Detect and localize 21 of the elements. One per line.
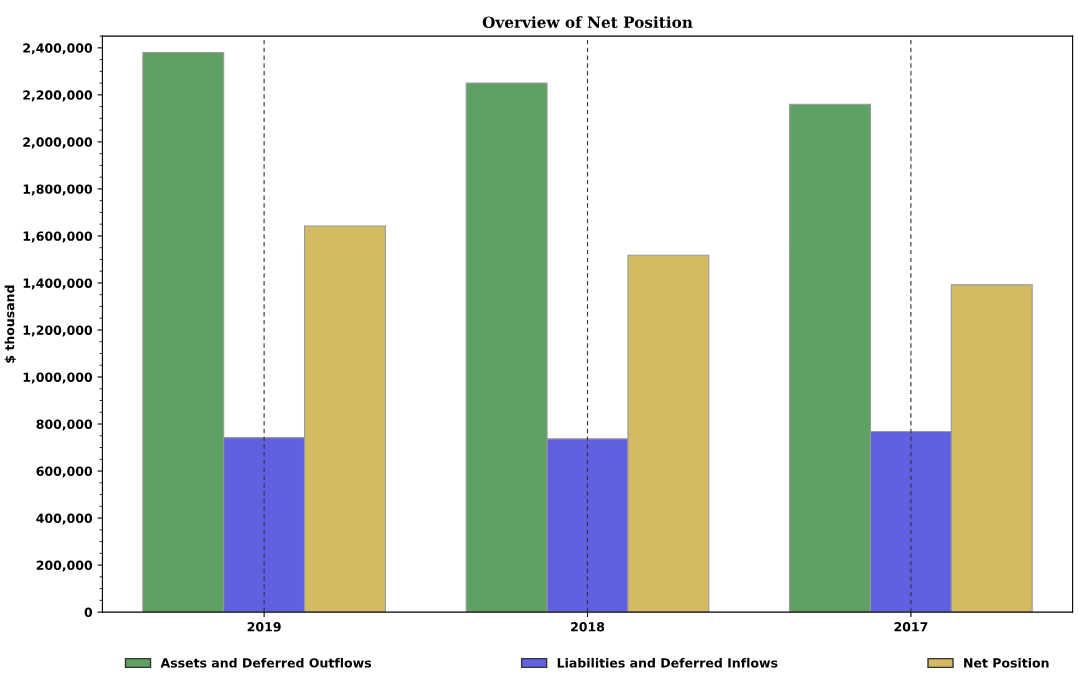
legend-label: Net Position [964, 657, 1049, 668]
y-tick-label: 600,000 [36, 466, 93, 478]
y-tick-label: 1,600,000 [23, 231, 93, 243]
x-tick-label: 2019 [247, 622, 281, 632]
x-tick-label: 2017 [894, 622, 928, 632]
y-tick-label: 2,400,000 [23, 43, 93, 55]
y-tick-label: 0 [84, 607, 93, 618]
y-tick-label: 200,000 [36, 560, 93, 572]
y-tick-label: 400,000 [36, 513, 93, 525]
chart-title: Overview of Net Position [482, 16, 693, 28]
y-tick-label: 1,000,000 [23, 372, 93, 384]
legend-label: Assets and Deferred Outflows [160, 657, 372, 668]
y-tick-label: 800,000 [36, 419, 93, 431]
y-tick-label: 1,800,000 [23, 184, 93, 196]
y-tick-label: 1,400,000 [23, 278, 93, 290]
legend-label: Liabilities and Deferred Inflows [557, 657, 778, 668]
y-tick-label: 1,200,000 [23, 325, 93, 337]
y-axis-title: $ thousand [4, 285, 16, 363]
y-tick-label: 2,200,000 [23, 90, 93, 102]
x-tick-label: 2018 [571, 622, 605, 632]
y-tick-label: 2,000,000 [23, 137, 93, 149]
